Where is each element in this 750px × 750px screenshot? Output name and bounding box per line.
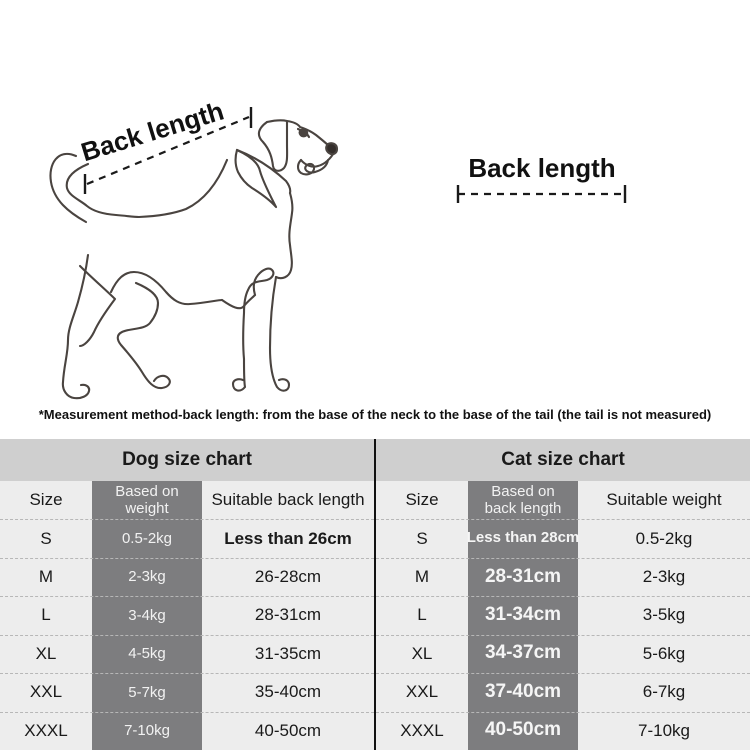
svg-text:Back length: Back length (468, 153, 615, 183)
